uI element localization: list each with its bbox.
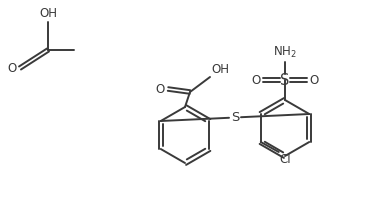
Text: O: O: [156, 83, 165, 96]
Text: Cl: Cl: [280, 153, 291, 166]
Text: NH$_2$: NH$_2$: [273, 45, 297, 60]
Text: S: S: [231, 111, 239, 124]
Text: OH: OH: [211, 63, 229, 76]
Text: O: O: [8, 61, 17, 74]
Text: O: O: [309, 73, 318, 86]
Text: O: O: [252, 73, 261, 86]
Text: OH: OH: [39, 7, 57, 20]
Text: S: S: [280, 72, 290, 87]
